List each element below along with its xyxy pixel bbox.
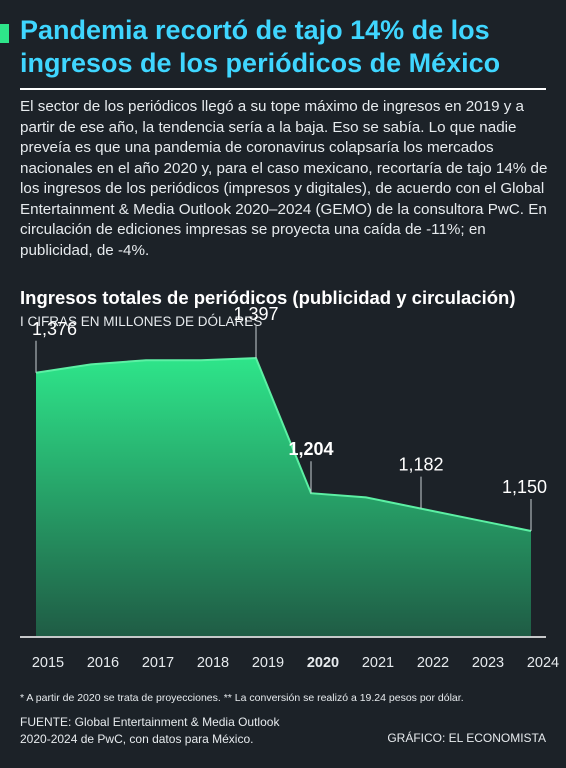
- x-tick-label: 2015: [32, 655, 64, 671]
- intro-paragraph: El sector de los periódicos llegó a su t…: [20, 98, 548, 259]
- accent-bar: [0, 24, 9, 43]
- footnote: * A partir de 2020 se trata de proyeccio…: [20, 692, 464, 704]
- x-tick-label: 2022: [417, 655, 449, 671]
- source-note: FUENTE: Global Entertainment & Media Out…: [20, 714, 320, 748]
- data-label: 1,204: [288, 439, 333, 459]
- chart-subtitle: I CIFRAS EN MILLONES DE DÓLARES: [20, 314, 263, 329]
- area-chart: 2015 2016 2017 2018 2019 2020 2021 2022 2023 2024…: [20, 304, 559, 671]
- x-tick-label: 2018: [197, 655, 229, 671]
- x-tick-label: 2024: [527, 655, 559, 671]
- x-tick-label: 2017: [142, 655, 174, 671]
- x-tick-label: 2021: [362, 655, 394, 671]
- title-divider: [20, 88, 546, 90]
- source-line-2: 2020-2024 de PwC, con datos para México.: [20, 732, 254, 746]
- graphic-credit: GRÁFICO: EL ECONOMISTA: [387, 731, 546, 745]
- x-tick-label: 2019: [252, 655, 284, 671]
- data-label: 1,182: [398, 455, 443, 475]
- x-tick-label: 2020: [307, 655, 339, 671]
- x-tick-label: 2016: [87, 655, 119, 671]
- source-line-1: FUENTE: Global Entertainment & Media Out…: [20, 715, 280, 729]
- data-label: 1,397: [233, 304, 278, 324]
- data-label: 1,376: [32, 319, 77, 339]
- data-label: 1,150: [502, 477, 547, 497]
- area-line: [35, 357, 532, 532]
- chart-title: Ingresos totales de periódicos (publicid…: [20, 287, 516, 308]
- area-fill: [36, 358, 531, 636]
- x-tick-label: 2023: [472, 655, 504, 671]
- page-title: Pandemia recortó de tajo 14% de los ingr…: [20, 15, 501, 78]
